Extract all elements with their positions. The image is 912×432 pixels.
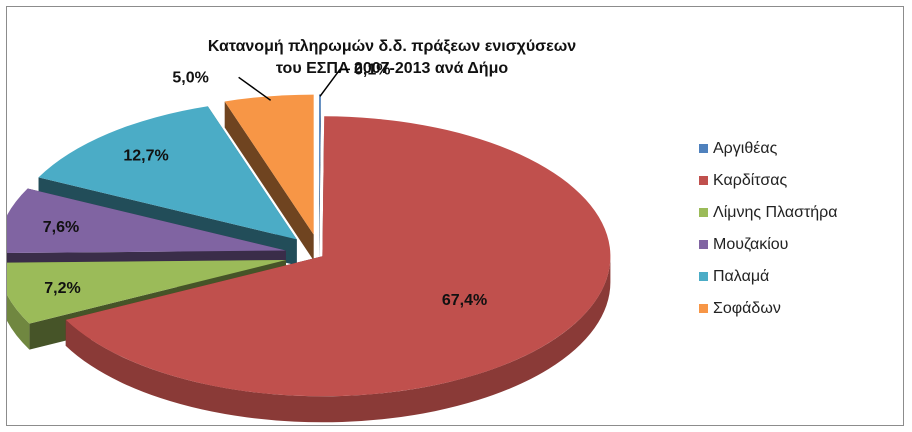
legend-swatch (699, 272, 708, 281)
pie-slices (7, 94, 611, 423)
data-label-slice-1: 0,1% (354, 61, 390, 78)
legend-item-slice-5: Παλαμά (699, 268, 769, 285)
leader-line-slice-6 (238, 76, 272, 101)
legend-label: Μουζακίου (713, 236, 788, 253)
data-label-slice-2: 67,4% (442, 292, 487, 309)
data-labels: 0,1% 67,4% 7,2% 7,6% 12,7% 5,0% (43, 61, 488, 309)
leader-lines (238, 68, 351, 101)
legend-item-slice-4: Μουζακίου (699, 236, 788, 253)
chart-subtitle: του ΕΣΠΑ 2007-2013 ανά Δήμο (276, 60, 509, 77)
leader-line-slice-1 (319, 68, 351, 97)
legend-swatch (699, 144, 708, 153)
data-label-slice-3: 7,2% (44, 280, 80, 297)
pie-slice-slice-6 (224, 94, 314, 261)
chart-frame: Κατανομή πληρωμών δ.δ. πράξεων ενισχύσεω… (6, 6, 904, 426)
legend-label: Καρδίτσας (713, 172, 788, 189)
legend-swatch (699, 208, 708, 217)
legend-item-slice-1: Αργιθέας (699, 140, 778, 157)
legend-item-slice-2: Καρδίτσας (699, 172, 788, 189)
chart-title: Κατανομή πληρωμών δ.δ. πράξεων ενισχύσεω… (208, 38, 576, 55)
legend: Αργιθέας Καρδίτσας Λίμνης Πλαστήρα Μουζακίο… (699, 140, 838, 317)
legend-item-slice-3: Λίμνης Πλαστήρα (699, 204, 838, 221)
legend-swatch (699, 176, 708, 185)
data-label-slice-4: 7,6% (43, 219, 79, 236)
legend-label: Παλαμά (713, 268, 769, 285)
legend-label: Λίμνης Πλαστήρα (713, 204, 838, 221)
pie-slice-slice-2 (65, 116, 611, 423)
legend-swatch (699, 304, 708, 313)
data-label-slice-6: 5,0% (172, 69, 208, 86)
pie-slice-slice-1 (319, 94, 321, 261)
data-label-slice-5: 12,7% (123, 148, 168, 165)
pie-chart: Κατανομή πληρωμών δ.δ. πράξεων ενισχύσεω… (7, 38, 838, 423)
legend-label: Αργιθέας (713, 140, 778, 157)
legend-swatch (699, 240, 708, 249)
legend-item-slice-6: Σοφάδων (699, 300, 781, 317)
legend-label: Σοφάδων (713, 300, 781, 317)
